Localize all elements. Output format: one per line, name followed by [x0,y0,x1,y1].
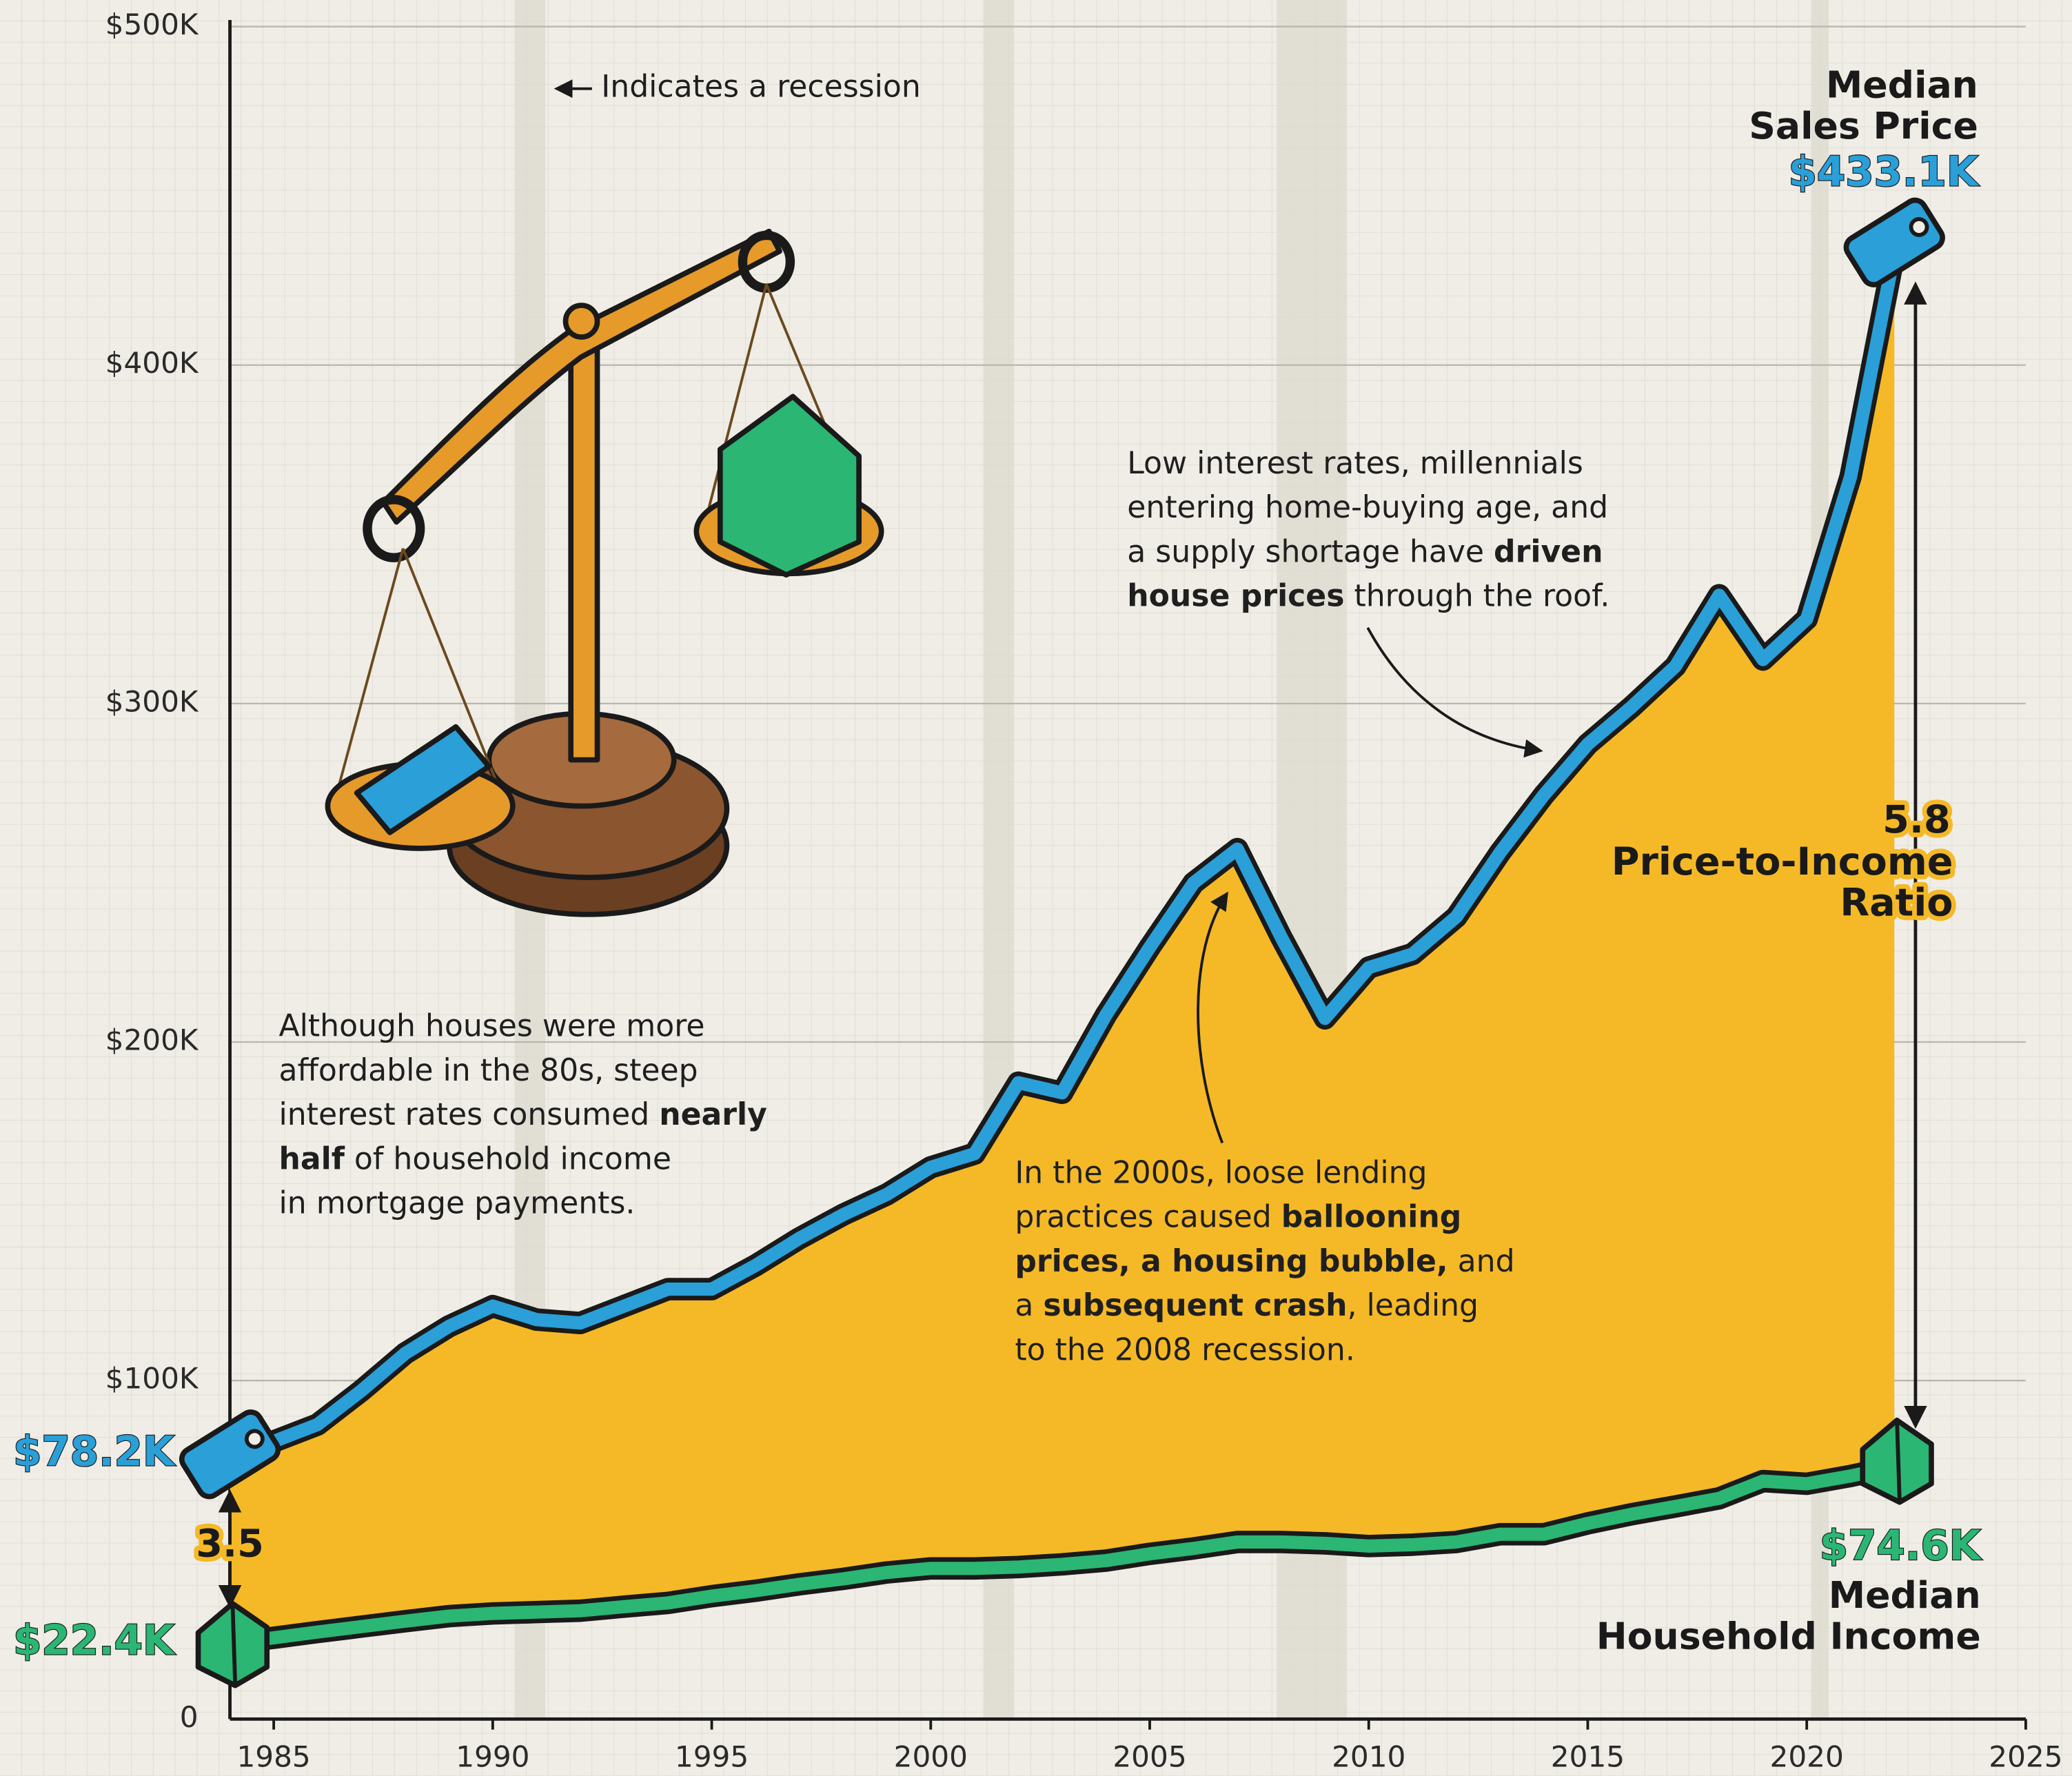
value-label: $22.4K [13,1617,176,1664]
x-tick-label: 1985 [236,1739,310,1773]
value-label: $74.6K [1820,1522,1982,1570]
annotation-run: house prices [1127,579,1344,614]
value-label: $78.2K [13,1428,176,1476]
ratio-value: 5.8 [1882,797,1950,842]
house-edge [1897,1420,1900,1502]
recession-note: Indicates a recession [601,70,921,105]
annotation-run: , leading [1348,1288,1479,1323]
page: {"chart_data": { "type": "line", "x": [1… [0,0,2072,1776]
annotation-run: interest rates consumed [279,1097,660,1132]
annotation-line: affordable in the 80s, steep [279,1053,698,1088]
annotation-line: interest rates consumed nearly [279,1097,767,1132]
x-tick-label: 2000 [894,1739,968,1773]
y-tick-label: $100K [105,1362,199,1396]
annotation-line: to the 2008 recession. [1015,1332,1355,1367]
annotation-run: to the 2008 recession. [1015,1332,1355,1367]
annotation-run: prices, a housing bubble, [1015,1244,1448,1279]
annotation-line: entering home-buying age, and [1127,490,1608,525]
annotation-run: In the 2000s, loose lending [1015,1156,1427,1191]
annotation-line: a subsequent crash, leading [1015,1288,1479,1323]
annotation-line: In the 2000s, loose lending [1015,1156,1427,1191]
annotation-run: entering home-buying age, and [1127,490,1608,525]
chart: Indicates a recession 0 $100K $200K $300K $4… [0,0,2072,1776]
annotation-run: half [279,1141,345,1176]
annotation-run: of household income [345,1141,671,1176]
annotation-run: ballooning [1281,1200,1462,1235]
x-tick-label: 1990 [456,1739,529,1773]
annotation-run: Although houses were more [279,1009,705,1044]
annotation-run: affordable in the 80s, steep [279,1053,698,1088]
annotation-run: subsequent crash [1043,1288,1347,1323]
annotation-run: driven [1494,534,1603,569]
ratio-value: 3.5 [196,1521,263,1566]
y-tick-label: $400K [105,346,199,380]
x-tick-label: 2015 [1551,1739,1625,1773]
y-tick-label: 0 [180,1700,199,1734]
annotation-run: nearly [659,1097,767,1132]
annotation-run: through the roof. [1344,579,1609,614]
annotation-run: practices caused [1015,1200,1281,1235]
x-tick-label: 2005 [1113,1739,1186,1773]
x-tick-label: 2025 [1989,1739,2062,1773]
annotation-run: in mortgage payments. [279,1186,636,1221]
annotation-run: and [1448,1244,1515,1279]
annotation-run: a supply shortage have [1127,534,1494,569]
house-edge [232,1604,235,1686]
x-tick-label: 2010 [1332,1739,1405,1773]
y-tick-label: $500K [105,8,199,41]
x-tick-label: 2020 [1770,1739,1844,1773]
annotation-line: house prices through the roof. [1127,579,1609,614]
x-tick-label: 1995 [675,1739,749,1773]
annotation-line: a supply shortage have driven [1127,534,1603,569]
annotation-line: Low interest rates, millennials [1127,446,1583,481]
annotation-line: prices, a housing bubble, and [1015,1244,1514,1279]
y-tick-label: $300K [105,684,199,718]
annotation-line: in mortgage payments. [279,1186,636,1221]
annotation-line: half of household income [279,1141,671,1176]
value-label: $433.1K [1789,148,1980,196]
annotation-line: practices caused ballooning [1015,1200,1461,1235]
annotation-run: a [1015,1288,1043,1323]
y-tick-label: $200K [105,1023,199,1057]
annotation-run: Low interest rates, millennials [1127,446,1583,481]
annotation-line: Although houses were more [279,1009,705,1044]
